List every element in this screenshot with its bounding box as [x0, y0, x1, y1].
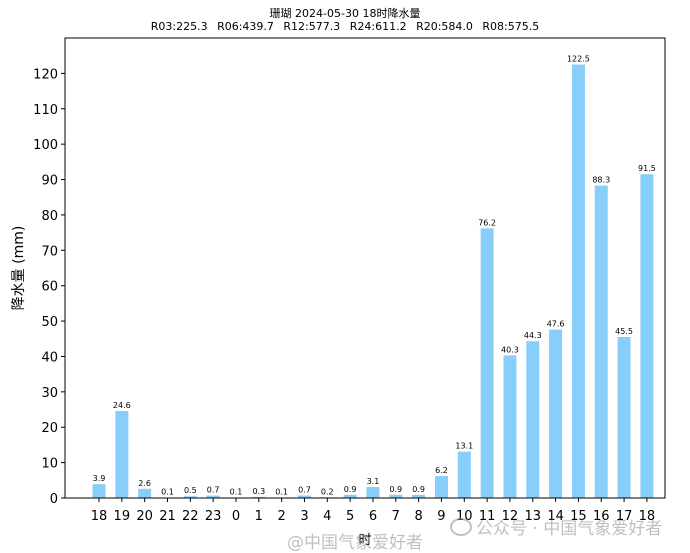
bar — [617, 337, 631, 498]
y-tick-label: 110 — [33, 103, 58, 118]
chart-title: 珊瑚 2024-05-30 18时降水量 — [269, 7, 421, 20]
data-label: 47.6 — [547, 320, 565, 329]
y-tick-label: 20 — [41, 421, 58, 436]
data-label: 91.5 — [638, 164, 656, 173]
bar — [412, 494, 426, 498]
data-label: 44.3 — [524, 331, 542, 340]
x-tick-label: 22 — [182, 509, 199, 524]
bar — [115, 410, 129, 498]
bar — [640, 174, 654, 498]
bar — [206, 495, 220, 498]
x-tick-label: 10 — [456, 509, 473, 524]
data-label: 0.7 — [207, 486, 220, 495]
x-tick-label: 0 — [232, 509, 240, 524]
bar — [503, 355, 517, 498]
data-label: 24.6 — [113, 401, 131, 410]
bar — [457, 451, 471, 498]
bar — [297, 495, 311, 498]
x-tick-label: 21 — [159, 509, 176, 524]
x-tick-label: 14 — [547, 509, 564, 524]
y-tick-label: 10 — [41, 457, 58, 472]
data-label: 0.9 — [412, 485, 425, 494]
x-tick-label: 6 — [369, 509, 377, 524]
data-label: 88.3 — [592, 176, 610, 185]
bar — [366, 487, 380, 498]
x-tick-label: 7 — [392, 509, 400, 524]
y-tick-label: 120 — [33, 67, 58, 82]
x-tick-label: 3 — [300, 509, 308, 524]
data-label: 0.1 — [275, 488, 288, 497]
x-tick-label: 11 — [479, 509, 496, 524]
x-tick-label: 16 — [593, 509, 610, 524]
x-tick-label: 20 — [136, 509, 153, 524]
data-label: 13.1 — [455, 442, 473, 451]
data-label: 76.2 — [478, 218, 496, 227]
x-tick-label: 12 — [502, 509, 519, 524]
x-axis-label: 时 — [358, 533, 371, 548]
y-tick-label: 100 — [33, 138, 58, 153]
x-tick-label: 4 — [323, 509, 331, 524]
x-tick-label: 23 — [205, 509, 222, 524]
y-tick-label: 50 — [41, 315, 58, 330]
x-tick-label: 18 — [91, 509, 108, 524]
data-label: 0.9 — [344, 485, 357, 494]
x-tick-label: 2 — [277, 509, 285, 524]
x-tick-label: 15 — [570, 509, 587, 524]
data-label: 0.9 — [389, 485, 402, 494]
bar — [92, 484, 106, 498]
x-tick-label: 9 — [437, 509, 445, 524]
x-tick-label: 8 — [414, 509, 422, 524]
bar — [343, 494, 357, 498]
chart-subtitle: R03:225.3 R06:439.7 R12:577.3 R24:611.2 … — [150, 20, 540, 33]
x-tick-label: 17 — [616, 509, 633, 524]
bar — [571, 64, 585, 499]
data-label: 2.6 — [138, 479, 151, 488]
y-tick-label: 90 — [41, 174, 58, 189]
x-tick-label: 19 — [114, 509, 131, 524]
bar — [480, 228, 494, 498]
y-tick-label: 30 — [41, 386, 58, 401]
data-label: 45.5 — [615, 327, 633, 336]
x-tick-label: 18 — [639, 509, 656, 524]
y-tick-label: 80 — [41, 209, 58, 224]
y-tick-label: 40 — [41, 350, 58, 365]
data-label: 122.5 — [567, 55, 590, 64]
data-label: 0.5 — [184, 486, 197, 495]
data-label: 0.3 — [252, 487, 265, 496]
data-label: 0.1 — [161, 488, 174, 497]
data-label: 6.2 — [435, 466, 448, 475]
y-tick-label: 60 — [41, 280, 58, 295]
data-label: 0.1 — [230, 488, 243, 497]
data-label: 0.7 — [298, 486, 311, 495]
y-axis-label: 降水量 (mm) — [11, 226, 27, 311]
x-tick-label: 13 — [524, 509, 541, 524]
data-label: 0.2 — [321, 487, 334, 496]
bar — [252, 496, 266, 498]
bar — [549, 329, 563, 498]
y-tick-label: 70 — [41, 244, 58, 259]
bar — [138, 488, 152, 498]
bar — [594, 185, 608, 499]
bar — [183, 496, 197, 498]
data-label: 3.9 — [93, 474, 106, 483]
x-tick-label: 1 — [255, 509, 263, 524]
plot-frame — [64, 37, 666, 499]
y-tick-label: 0 — [50, 492, 58, 507]
data-label: 3.1 — [367, 477, 380, 486]
bar — [389, 494, 403, 498]
bar — [434, 476, 448, 498]
bar — [526, 341, 540, 498]
data-label: 40.3 — [501, 345, 519, 354]
x-tick-label: 5 — [346, 509, 354, 524]
